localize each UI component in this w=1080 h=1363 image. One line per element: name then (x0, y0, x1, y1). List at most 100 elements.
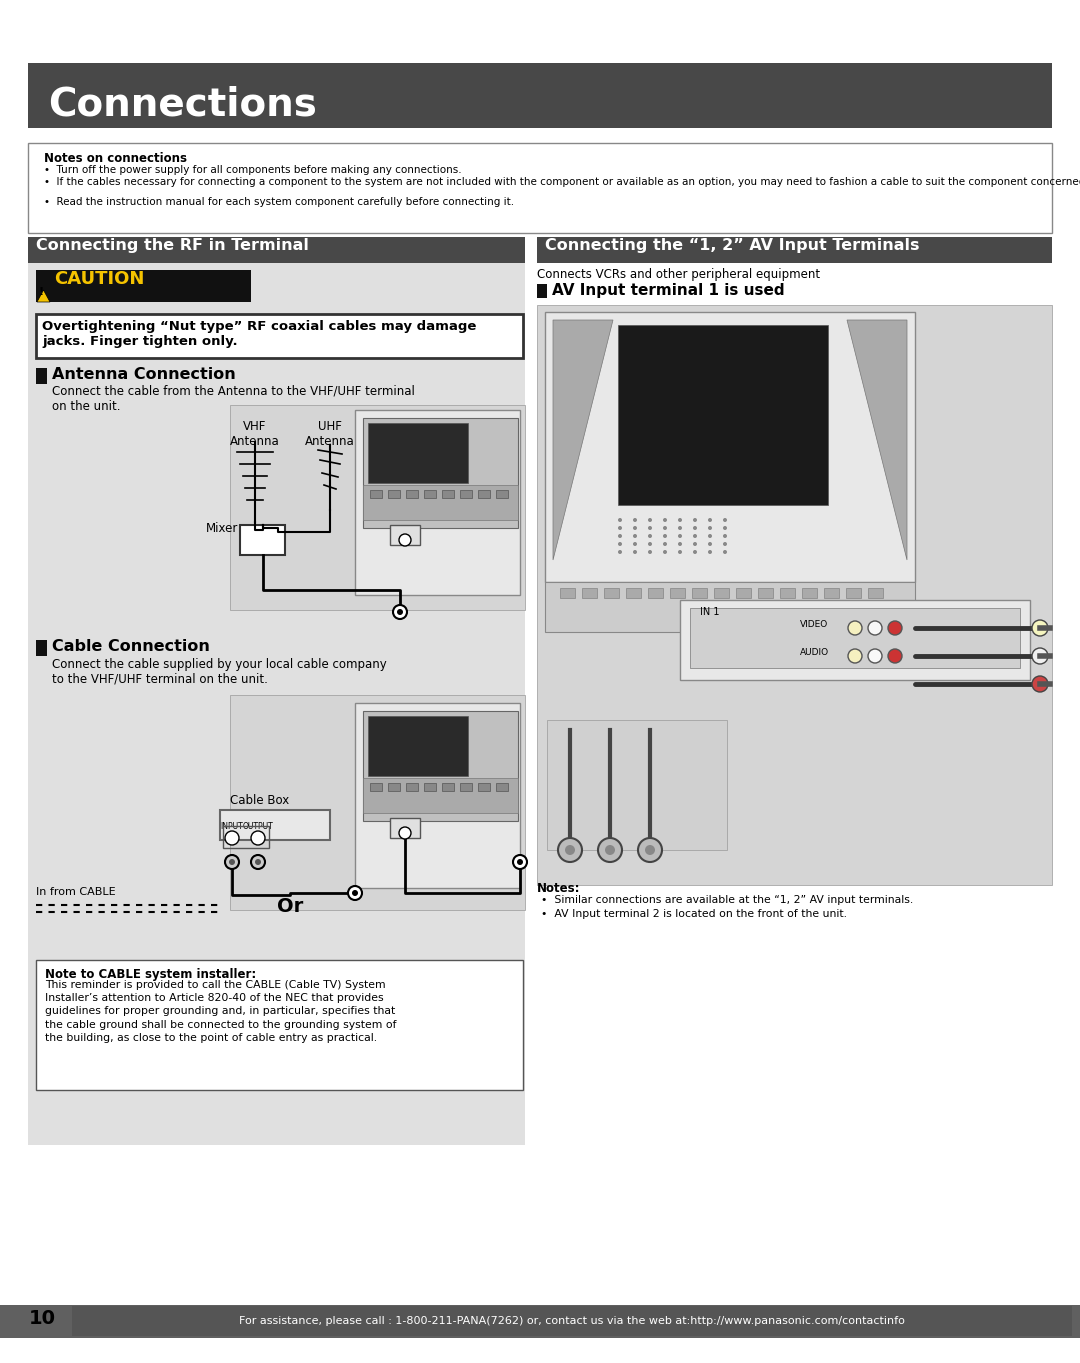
Bar (230, 695, 525, 910)
Bar (0, 1304, 1080, 1338)
Text: UHF
Antenna: UHF Antenna (306, 420, 355, 448)
Text: Connecting the RF in Terminal: Connecting the RF in Terminal (36, 239, 309, 254)
Text: Connections: Connections (48, 86, 316, 124)
Bar (824, 587, 839, 598)
Bar (355, 703, 519, 889)
Bar (496, 491, 508, 497)
Text: AV Input terminal 1 is used: AV Input terminal 1 is used (552, 284, 785, 298)
Circle shape (645, 845, 654, 855)
Bar (36, 313, 523, 358)
Text: Mixer: Mixer (205, 522, 238, 536)
Bar (604, 587, 619, 598)
Circle shape (399, 827, 411, 840)
Circle shape (348, 886, 362, 900)
Bar (390, 818, 420, 838)
Bar (692, 587, 707, 598)
Bar (680, 600, 1030, 680)
Bar (670, 587, 685, 598)
Circle shape (693, 518, 697, 522)
Bar (28, 63, 1052, 128)
Text: For assistance, please call : 1-800-211-PANA(7262) or, contact us via the web at: For assistance, please call : 1-800-211-… (239, 1317, 905, 1326)
Text: In from CABLE: In from CABLE (36, 887, 116, 897)
Text: Cable Box: Cable Box (230, 795, 289, 807)
Bar (390, 525, 420, 545)
Circle shape (618, 518, 622, 522)
Circle shape (663, 526, 667, 530)
Circle shape (618, 542, 622, 547)
Bar (648, 587, 663, 598)
Bar (388, 782, 400, 791)
Circle shape (255, 859, 261, 866)
Text: •  AV Input terminal 2 is located on the front of the unit.: • AV Input terminal 2 is located on the … (541, 909, 847, 919)
Text: CAUTION: CAUTION (54, 270, 145, 288)
Circle shape (648, 551, 652, 553)
Circle shape (633, 542, 637, 547)
Bar (370, 782, 382, 791)
Circle shape (618, 526, 622, 530)
Bar (802, 587, 816, 598)
Bar (545, 582, 915, 632)
Bar (537, 284, 546, 298)
Circle shape (678, 518, 681, 522)
Circle shape (723, 526, 727, 530)
Circle shape (633, 518, 637, 522)
Bar (363, 778, 518, 812)
Text: Notes:: Notes: (537, 882, 581, 895)
Circle shape (678, 542, 681, 547)
Text: VHF
Antenna: VHF Antenna (230, 420, 280, 448)
Text: Or: Or (276, 897, 303, 916)
Text: INPUT: INPUT (220, 822, 243, 831)
Circle shape (1032, 647, 1048, 664)
Circle shape (251, 855, 265, 870)
Circle shape (229, 859, 235, 866)
Text: 10: 10 (28, 1308, 55, 1328)
Circle shape (558, 838, 582, 861)
Circle shape (251, 831, 265, 845)
Circle shape (663, 551, 667, 553)
Text: Overtightening “Nut type” RF coaxial cables may damage
jacks. Finger tighten onl: Overtightening “Nut type” RF coaxial cab… (42, 320, 476, 348)
Bar (355, 410, 519, 596)
Text: Note to CABLE system installer:: Note to CABLE system installer: (45, 968, 256, 981)
Text: Connect the cable supplied by your local cable company
to the VHF/UHF terminal o: Connect the cable supplied by your local… (52, 658, 387, 686)
Bar (36, 641, 48, 656)
Text: •  Turn off the power supply for all components before making any connections.: • Turn off the power supply for all comp… (44, 165, 461, 174)
Bar (36, 368, 48, 384)
Bar (690, 608, 1020, 668)
Circle shape (663, 518, 667, 522)
Circle shape (598, 838, 622, 861)
Bar (36, 960, 523, 1090)
Circle shape (888, 649, 902, 662)
Text: OUTPUT: OUTPUT (243, 822, 273, 831)
Circle shape (633, 551, 637, 553)
Circle shape (633, 526, 637, 530)
Text: Notes on connections: Notes on connections (44, 153, 187, 165)
Circle shape (888, 622, 902, 635)
Text: •  Similar connections are available at the “1, 2” AV input terminals.: • Similar connections are available at t… (541, 895, 914, 905)
Bar (406, 491, 418, 497)
Bar (868, 587, 883, 598)
Text: Connect the cable from the Antenna to the VHF/UHF terminal
on the unit.: Connect the cable from the Antenna to th… (52, 384, 415, 413)
Bar (546, 720, 727, 851)
Circle shape (618, 551, 622, 553)
Bar (220, 810, 330, 840)
Text: •  If the cables necessary for connecting a component to the system are not incl: • If the cables necessary for connecting… (44, 177, 1080, 187)
Bar (363, 418, 518, 527)
Bar (222, 826, 269, 848)
Bar (780, 587, 795, 598)
Circle shape (517, 859, 523, 866)
Bar (618, 324, 828, 506)
Bar (735, 587, 751, 598)
Text: This reminder is provided to call the CABLE (Cable TV) System
Installer’s attent: This reminder is provided to call the CA… (45, 980, 396, 1043)
Bar (846, 587, 861, 598)
Circle shape (693, 542, 697, 547)
Text: IN 1: IN 1 (700, 607, 719, 617)
Circle shape (848, 649, 862, 662)
Bar (363, 485, 518, 521)
Text: !: ! (38, 288, 43, 297)
Bar (561, 587, 575, 598)
Circle shape (723, 542, 727, 547)
Bar (442, 782, 454, 791)
Circle shape (723, 518, 727, 522)
Text: Connects VCRs and other peripheral equipment: Connects VCRs and other peripheral equip… (537, 269, 820, 281)
Bar (28, 143, 1052, 233)
